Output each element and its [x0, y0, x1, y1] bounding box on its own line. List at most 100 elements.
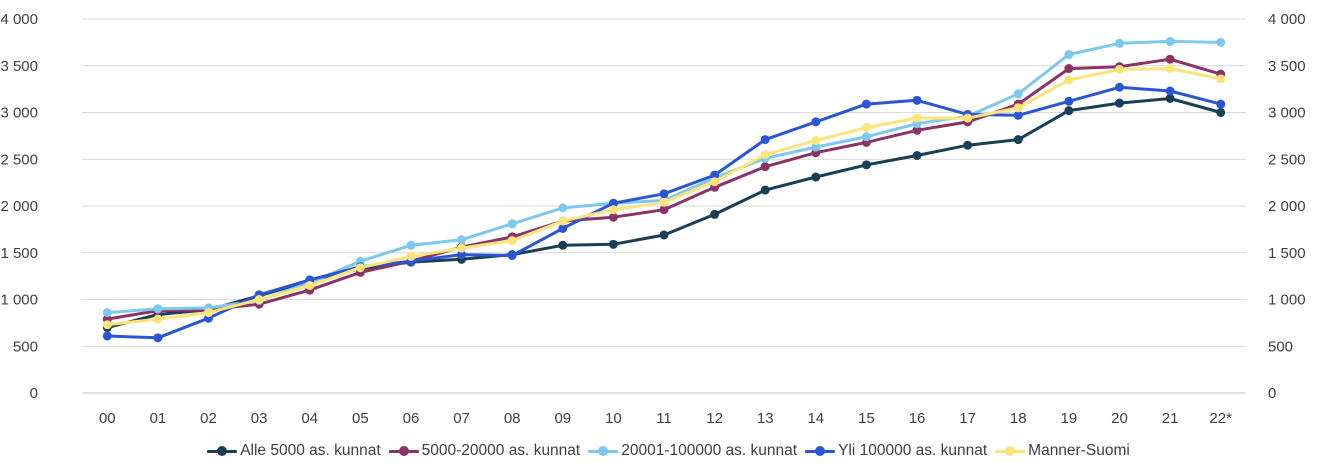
data-point — [710, 170, 720, 180]
data-point — [811, 117, 821, 127]
data-point — [912, 113, 922, 123]
data-point — [457, 250, 467, 260]
data-point — [1165, 64, 1175, 74]
data-point — [760, 162, 770, 172]
data-point — [1216, 108, 1226, 117]
data-point — [659, 189, 669, 199]
legend-swatch — [588, 445, 619, 457]
series-4 — [102, 64, 1226, 330]
legend-item: 20001-100000 as. kunnat — [588, 442, 797, 460]
data-point — [760, 135, 770, 145]
y-tick-label-left: 1 000 — [0, 292, 38, 309]
x-tick-label: 17 — [959, 410, 976, 427]
x-tick-label: 22* — [1209, 410, 1232, 427]
data-point — [811, 142, 821, 152]
y-tick-label-right: 500 — [1268, 338, 1293, 355]
y-tick-label-right: 2 000 — [1268, 198, 1306, 215]
data-point — [659, 197, 669, 207]
data-point — [1064, 106, 1074, 116]
data-point — [1165, 36, 1175, 46]
data-point — [558, 216, 568, 226]
data-point — [153, 333, 163, 343]
data-point — [861, 132, 871, 142]
x-tick-label: 07 — [453, 410, 470, 427]
x-tick-label: 20 — [1111, 410, 1128, 427]
legend-swatch — [805, 445, 836, 457]
x-tick-label: 06 — [403, 410, 420, 427]
legend: Alle 5000 as. kunnat 5000-20000 as. kunna… — [0, 442, 1337, 460]
data-point — [102, 308, 112, 318]
x-tick-label: 11 — [656, 410, 672, 427]
data-point — [153, 314, 163, 324]
data-point — [1064, 96, 1074, 106]
data-point — [1114, 38, 1124, 48]
legend-swatch — [207, 445, 238, 457]
legend-swatch — [995, 445, 1026, 457]
data-point — [1064, 64, 1074, 74]
data-point — [1013, 135, 1023, 145]
data-point — [457, 243, 467, 253]
data-point — [153, 304, 163, 314]
data-point — [558, 240, 568, 250]
legend-label: 5000-20000 as. kunnat — [421, 442, 581, 459]
y-tick-label-right: 3 500 — [1268, 58, 1306, 75]
x-tick-label: 18 — [1010, 410, 1027, 427]
y-tick-label-left: 3 000 — [0, 105, 38, 122]
data-point — [507, 219, 517, 229]
x-tick-label: 13 — [757, 410, 774, 427]
data-point — [963, 140, 973, 150]
y-tick-label-right: 4 000 — [1268, 11, 1306, 28]
x-tick-label: 16 — [909, 410, 926, 427]
data-point — [305, 280, 315, 290]
y-tick-label-right: 1 000 — [1268, 292, 1306, 309]
x-tick-label: 02 — [200, 410, 217, 427]
data-point — [102, 320, 112, 330]
data-point — [558, 203, 568, 213]
data-point — [1216, 74, 1226, 84]
data-point — [710, 177, 720, 187]
legend-label: Yli 100000 as. kunnat — [838, 442, 988, 459]
series-line — [105, 57, 1223, 321]
data-point — [811, 172, 821, 182]
legend-label: 20001-100000 as. kunnat — [621, 442, 798, 459]
data-point — [608, 198, 618, 208]
x-tick-label: 09 — [554, 410, 571, 427]
data-point — [507, 251, 517, 261]
legend-label: Manner-Suomi — [1028, 442, 1130, 459]
data-point — [861, 122, 871, 132]
data-point — [558, 223, 568, 233]
legend-item: Manner-Suomi — [995, 442, 1130, 460]
data-point — [710, 209, 720, 219]
data-point — [861, 99, 871, 109]
x-tick-label: 01 — [150, 410, 167, 427]
x-tick-label: 03 — [251, 410, 268, 427]
data-point — [1165, 86, 1175, 96]
x-tick-label: 21 — [1162, 410, 1179, 427]
legend-item: Alle 5000 as. kunnat — [207, 442, 381, 460]
data-point — [811, 136, 821, 146]
x-tick-label: 19 — [1061, 410, 1078, 427]
data-point — [1114, 98, 1124, 108]
legend-swatch — [388, 445, 419, 457]
data-point — [1064, 50, 1074, 60]
y-tick-label-left: 500 — [13, 338, 38, 355]
y-tick-label-left: 4 000 — [0, 11, 38, 28]
data-point — [1165, 93, 1175, 103]
series-3 — [102, 82, 1226, 343]
data-point — [1216, 37, 1226, 47]
data-point — [406, 251, 416, 261]
x-tick-label: 00 — [99, 410, 116, 427]
data-point — [963, 113, 973, 123]
data-point — [861, 160, 871, 170]
x-tick-label: 12 — [706, 410, 723, 427]
x-tick-label: 10 — [605, 410, 622, 427]
data-point — [406, 240, 416, 250]
y-tick-label-right: 0 — [1268, 385, 1276, 402]
data-point — [355, 263, 365, 273]
data-point — [1064, 75, 1074, 85]
x-tick-label: 04 — [301, 410, 318, 427]
data-point — [912, 95, 922, 105]
data-point — [1013, 110, 1023, 120]
data-point — [1013, 89, 1023, 99]
